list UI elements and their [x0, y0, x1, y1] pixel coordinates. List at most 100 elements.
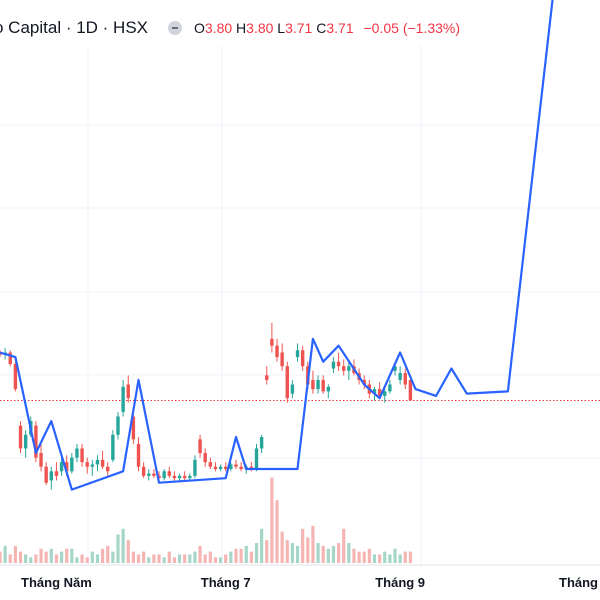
volume-bar-38	[193, 551, 197, 563]
volume-bar-76	[388, 554, 392, 563]
volume-bar-60	[306, 537, 310, 563]
volume-bar-24	[121, 528, 125, 563]
ohlc-readout: O3.80 H3.80 L3.71 C3.71 −0.05 (−1.33%)	[194, 20, 460, 36]
low-label: L	[277, 20, 286, 36]
volume-bar-56	[285, 540, 289, 563]
candle-body-79	[403, 373, 407, 385]
candle-body-38	[193, 459, 197, 476]
candle-body-52	[265, 375, 269, 380]
candle-body-56	[285, 366, 289, 399]
open-value: 3.80	[204, 20, 233, 36]
candle-body-73	[372, 389, 377, 394]
volume-bar-33	[167, 551, 171, 563]
candle-body-27	[136, 443, 141, 467]
volume-bar-51	[260, 528, 264, 563]
candle-body-20	[100, 459, 105, 467]
candle-body-5	[23, 434, 28, 449]
candle-body-80	[408, 379, 413, 401]
volume-bar-58	[295, 545, 300, 563]
candle-body-41	[208, 462, 213, 467]
volume-bar-44	[224, 554, 228, 563]
volume-bar-46	[234, 548, 238, 563]
volume-bar-80	[408, 551, 412, 563]
volume-bar-66	[336, 543, 341, 563]
volume-bar-77	[393, 548, 397, 563]
candle-body-61	[311, 379, 315, 390]
candle-body-67	[342, 366, 346, 371]
volume-bar-31	[157, 554, 161, 563]
volume-bar-42	[213, 557, 218, 563]
volume-bar-29	[147, 557, 151, 563]
x-tick-label-1: Tháng 7	[201, 575, 251, 590]
volume-bar-41	[208, 551, 212, 563]
candle-body-75	[383, 391, 387, 396]
volume-bar-30	[152, 554, 156, 563]
candle-body-62	[316, 379, 320, 390]
volume-bar-37	[188, 554, 192, 563]
volume-bar-22	[111, 551, 115, 563]
candle-body-58	[295, 350, 300, 358]
volume-bar-9	[44, 551, 48, 563]
candle-body-9	[44, 466, 48, 483]
volume-bar-10	[49, 548, 53, 563]
candle-body-78	[398, 373, 402, 380]
volume-bar-61	[311, 525, 315, 563]
volume-bar-32	[162, 557, 166, 563]
volume-bar-52	[265, 540, 269, 563]
candle-body-17	[85, 462, 89, 467]
volume-bar-4	[18, 551, 23, 563]
volume-bar-64	[326, 548, 330, 563]
volume-bar-43	[218, 557, 223, 563]
volume-bar-74	[378, 554, 382, 563]
candles	[0, 322, 413, 490]
volume-bar-28	[142, 551, 146, 563]
volume-bar-69	[352, 548, 356, 563]
volume-bar-15	[75, 557, 79, 563]
candle-body-13	[64, 462, 69, 472]
grid-lines	[0, 45, 600, 566]
candle-body-63	[321, 379, 325, 392]
symbol-title[interactable]: o Capital · 1D · HSX	[0, 18, 148, 37]
volume-bar-78	[398, 554, 402, 563]
candle-body-23	[116, 416, 120, 435]
candle-body-37	[188, 475, 192, 479]
collapse-minus-icon[interactable]	[168, 21, 182, 35]
candle-body-55	[280, 352, 284, 367]
candle-body-18	[90, 464, 95, 467]
volume-bar-73	[372, 554, 377, 563]
candle-body-44	[224, 466, 228, 470]
volume-bar-0	[0, 551, 2, 563]
volume-bar-75	[383, 551, 387, 563]
candle-body-54	[275, 345, 279, 358]
high-label: H	[236, 20, 247, 36]
x-tick-label-3: Tháng	[559, 575, 598, 590]
candle-body-22	[111, 434, 115, 460]
volume-bar-49	[249, 551, 253, 563]
volume-bar-53	[270, 477, 274, 563]
volume-bar-6	[29, 557, 33, 563]
candle-body-32	[162, 471, 166, 479]
candle-body-51	[259, 437, 264, 449]
candle-body-33	[167, 471, 171, 476]
x-tick-label-0: Tháng Năm	[21, 575, 92, 590]
candle-body-42	[213, 466, 218, 470]
candle-body-76	[388, 384, 392, 392]
candle-body-36	[182, 475, 187, 479]
candle-body-2	[8, 352, 12, 364]
volume-bar-63	[321, 545, 325, 563]
volume-bar-16	[80, 554, 84, 563]
volume-bar-19	[95, 554, 100, 563]
candle-body-28	[141, 466, 146, 476]
candle-body-10	[49, 471, 53, 481]
candle-body-25	[126, 384, 130, 399]
candle-body-77	[393, 366, 397, 371]
volume-bar-68	[347, 543, 351, 563]
volume-bar-65	[331, 545, 336, 563]
volume-bar-23	[116, 534, 120, 563]
change-value: −0.05 (−1.33%)	[363, 20, 461, 36]
volume-bar-70	[357, 551, 361, 563]
volume-bar-62	[316, 543, 320, 563]
volume-bar-67	[342, 528, 346, 563]
chart-legend-header: o Capital · 1D · HSX O3.80 H3.80 L3.71 C…	[0, 14, 600, 42]
